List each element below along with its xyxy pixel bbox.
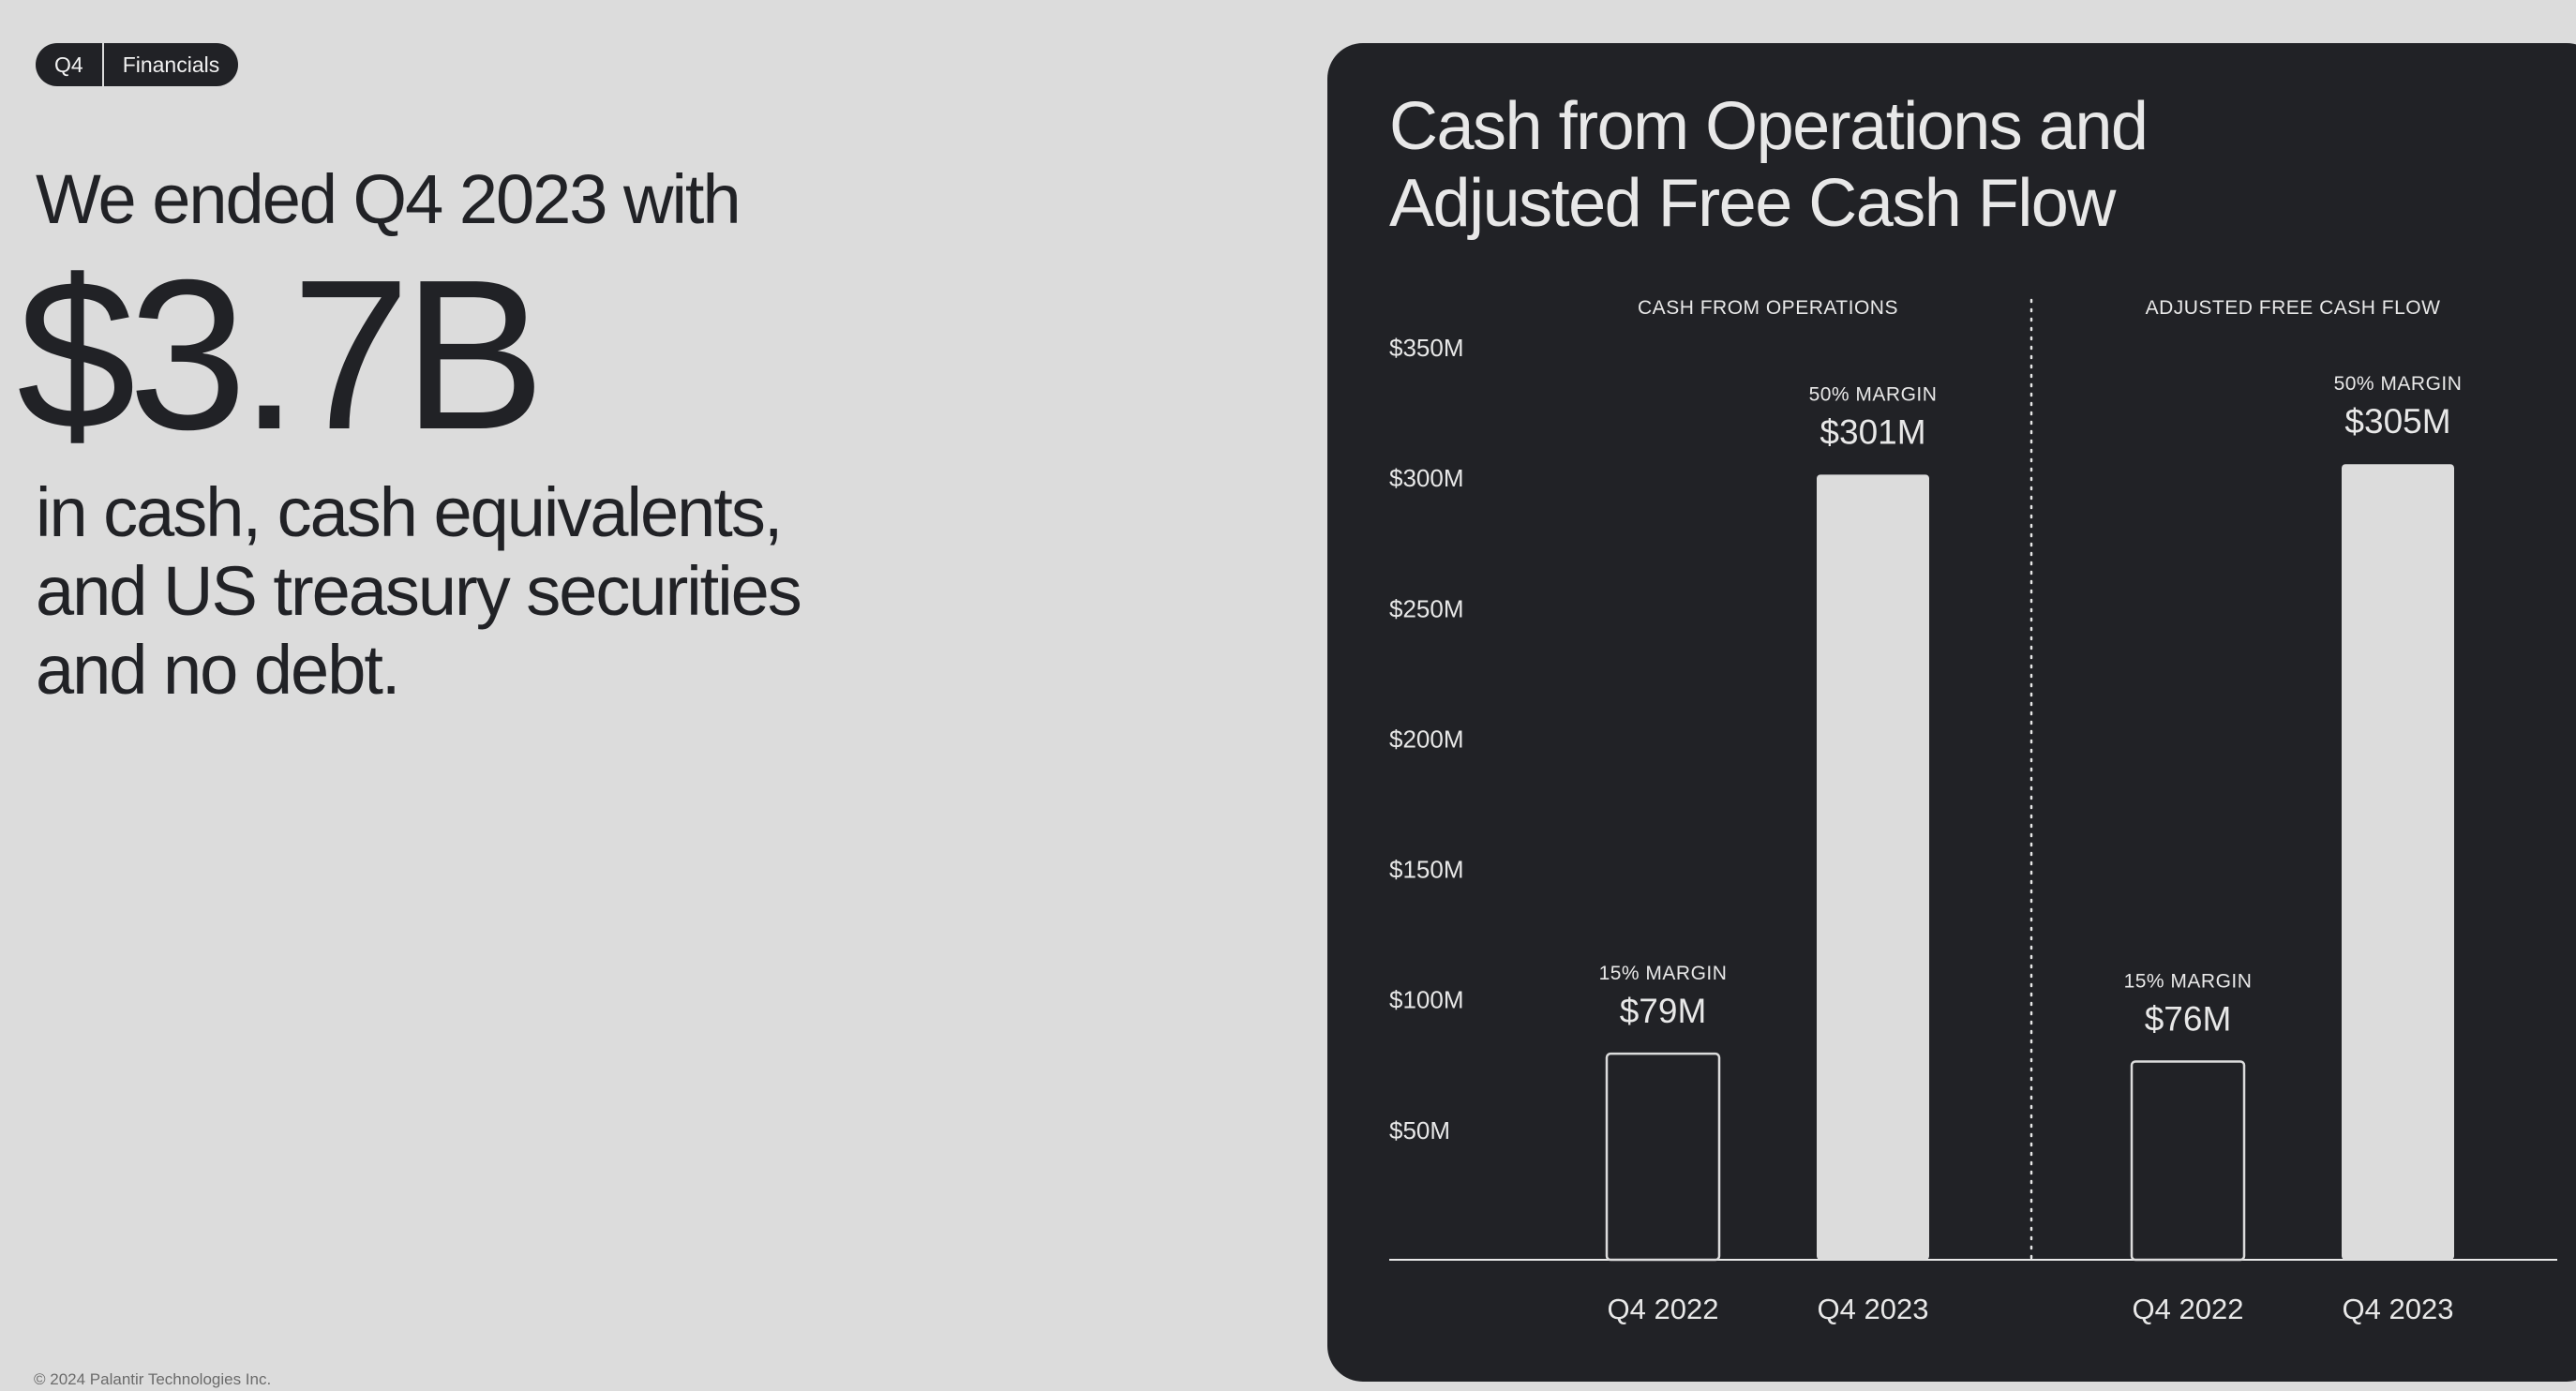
y-tick-label: $300M bbox=[1389, 464, 1464, 492]
bar bbox=[1817, 474, 1929, 1260]
pill-divider bbox=[101, 43, 104, 86]
bar-value-label: $305M bbox=[2344, 402, 2450, 441]
description-line: and US treasury securities bbox=[36, 552, 802, 630]
bar-margin-label: 50% MARGIN bbox=[2334, 373, 2463, 395]
section-label: Financials bbox=[122, 52, 220, 77]
y-tick-label: $50M bbox=[1389, 1116, 1450, 1144]
headline-amount: $3.7B bbox=[17, 236, 546, 474]
group-label: ADJUSTED FREE CASH FLOW bbox=[2146, 297, 2441, 319]
chart-title-line: Adjusted Free Cash Flow bbox=[1389, 166, 2116, 241]
x-tick-label: Q4 2023 bbox=[2343, 1293, 2454, 1325]
bar bbox=[2342, 464, 2454, 1260]
quarter-label: Q4 bbox=[54, 52, 83, 77]
x-tick-label: Q4 2022 bbox=[1608, 1293, 1719, 1325]
y-tick-label: $350M bbox=[1389, 334, 1464, 362]
bar bbox=[2130, 1060, 2246, 1262]
description-line: and no debt. bbox=[36, 631, 400, 709]
chart-title: Cash from Operations and Adjusted Free C… bbox=[1389, 88, 2327, 242]
chart-title-line: Cash from Operations and bbox=[1389, 89, 2149, 164]
bar-value-label: $79M bbox=[1620, 992, 1707, 1030]
headline-description: in cash, cash equivalents, and US treasu… bbox=[36, 473, 802, 710]
bar bbox=[1605, 1052, 1721, 1262]
bar-margin-label: 15% MARGIN bbox=[2124, 971, 2253, 993]
headline-lead: We ended Q4 2023 with bbox=[36, 160, 741, 238]
group-label: CASH FROM OPERATIONS bbox=[1638, 297, 1898, 319]
bar-value-label: $301M bbox=[1820, 412, 1925, 451]
bar-margin-label: 15% MARGIN bbox=[1599, 963, 1728, 984]
y-tick-label: $150M bbox=[1389, 856, 1464, 884]
x-tick-label: Q4 2022 bbox=[2133, 1293, 2244, 1325]
y-tick-label: $100M bbox=[1389, 986, 1464, 1014]
bar-value-label: $76M bbox=[2145, 1000, 2232, 1039]
section-pill: Q4 Financials bbox=[36, 43, 239, 86]
y-tick-label: $250M bbox=[1389, 594, 1464, 622]
description-line: in cash, cash equivalents, bbox=[36, 473, 783, 551]
bar-margin-label: 50% MARGIN bbox=[1809, 383, 1938, 405]
y-tick-label: $200M bbox=[1389, 725, 1464, 753]
copyright: © 2024 Palantir Technologies Inc. bbox=[34, 1370, 272, 1388]
x-tick-label: Q4 2023 bbox=[1818, 1293, 1929, 1325]
